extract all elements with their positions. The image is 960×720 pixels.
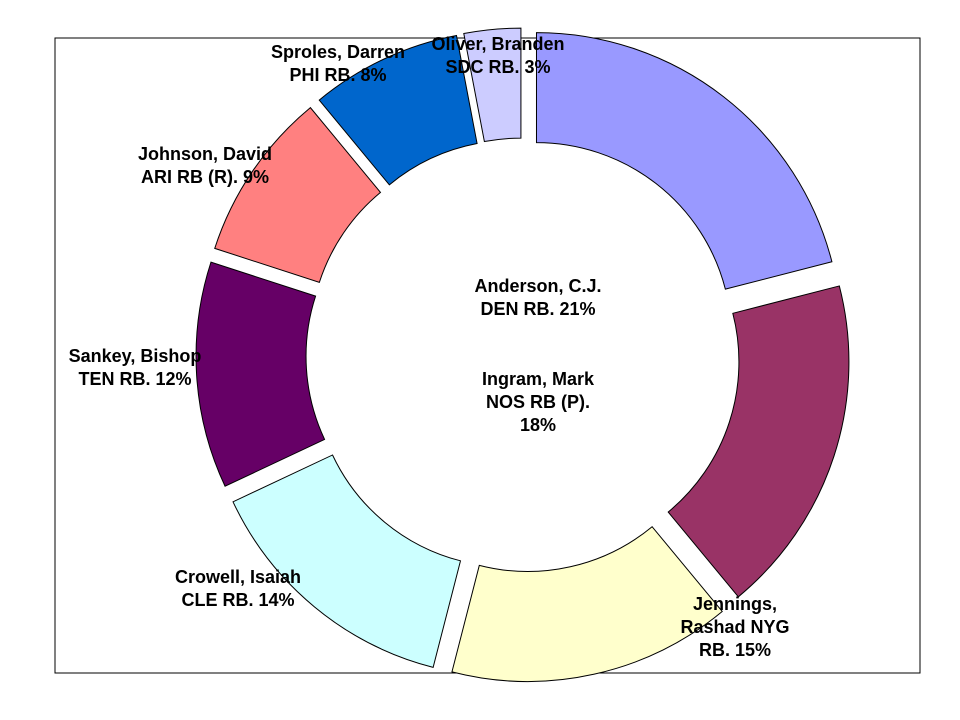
- slice-group: [195, 27, 850, 682]
- slice-label-line: TEN RB. 12%: [78, 369, 191, 389]
- doughnut-slice: [195, 261, 326, 487]
- slice-label-line: PHI RB. 8%: [289, 65, 386, 85]
- doughnut-slice: [318, 34, 478, 186]
- slice-label-line: Oliver, Branden: [431, 34, 564, 54]
- doughnut-slice: [214, 106, 382, 284]
- slice-label: Anderson, C.J. DEN RB. 21%: [474, 276, 601, 319]
- slice-label-line: Johnson, David: [138, 144, 272, 164]
- slice-label-line: Anderson, C.J.: [474, 276, 601, 296]
- doughnut-slice: [535, 32, 833, 290]
- slice-label-line: CLE RB. 14%: [181, 590, 294, 610]
- slice-label: Sproles, Darren PHI RB. 8%: [271, 42, 405, 85]
- slice-label-line: Rashad NYG: [680, 617, 789, 637]
- slice-label: Johnson, David ARI RB (R). 9%: [138, 144, 272, 187]
- slice-label-line: RB. 15%: [699, 640, 771, 660]
- slice-label-line: ARI RB (R). 9%: [141, 167, 269, 187]
- slice-label-line: Sproles, Darren: [271, 42, 405, 62]
- doughnut-slice: [451, 526, 723, 682]
- doughnut-slice: [667, 285, 850, 598]
- slice-label: Jennings, Rashad NYG RB. 15%: [680, 594, 789, 660]
- slice-label: Oliver, Branden SDC RB. 3%: [431, 34, 564, 77]
- doughnut-slice: [463, 27, 522, 143]
- slice-label-line: 18%: [520, 415, 556, 435]
- doughnut-slice: [232, 454, 462, 668]
- slice-label-line: Sankey, Bishop: [69, 346, 202, 366]
- slice-label: Crowell, Isaiah CLE RB. 14%: [175, 567, 301, 610]
- slice-label-line: Crowell, Isaiah: [175, 567, 301, 587]
- slice-label-line: Ingram, Mark: [482, 369, 595, 389]
- slice-label-line: Jennings,: [693, 594, 777, 614]
- slice-label-line: SDC RB. 3%: [445, 57, 550, 77]
- slice-label-line: DEN RB. 21%: [480, 299, 595, 319]
- label-group: Anderson, C.J. DEN RB. 21% Ingram, Mark NOS…: [69, 34, 790, 660]
- slice-label: Ingram, Mark NOS RB (P). 18%: [482, 369, 595, 435]
- slice-label: Sankey, Bishop TEN RB. 12%: [69, 346, 202, 389]
- slice-label-line: NOS RB (P).: [486, 392, 590, 412]
